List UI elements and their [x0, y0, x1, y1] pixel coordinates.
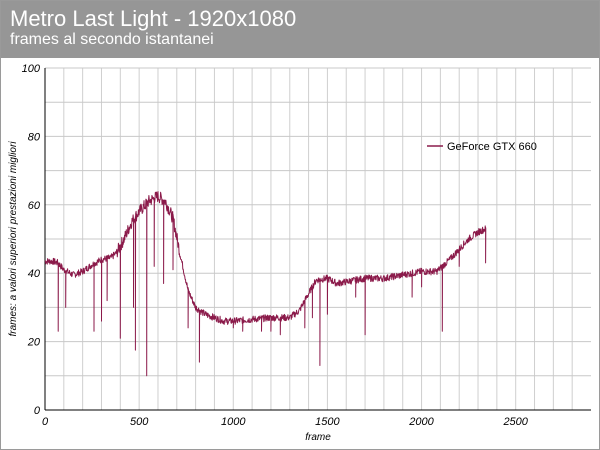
legend-label-gtx-660: GeForce GTX 660 [447, 141, 537, 153]
chart-subtitle: frames al secondo istantanei [10, 31, 214, 48]
y-tick-label: 20 [27, 337, 41, 349]
x-tick-label: 1000 [221, 416, 246, 428]
grid [45, 67, 591, 410]
x-tick-label: 2000 [408, 416, 434, 428]
x-tick-label: 500 [130, 416, 149, 428]
x-tick-label: 1500 [315, 416, 340, 428]
x-tick-label: 2500 [502, 416, 528, 428]
y-tick-label: 0 [34, 405, 41, 417]
series-layer [44, 191, 487, 377]
y-tick-label: 60 [28, 200, 41, 212]
axes [44, 68, 591, 411]
series-line-gtx-660 [44, 191, 487, 377]
x-axis-label: frame [305, 432, 331, 443]
chart-title: Metro Last Light - 1920x1080 [10, 6, 297, 31]
tick-labels: 0 500 1000 1500 2000 2500 0 20 40 60 80 100 [22, 63, 529, 428]
y-tick-label: 100 [22, 63, 41, 75]
y-tick-label: 40 [28, 268, 41, 280]
x-tick-label: 0 [42, 416, 49, 428]
chart-header: Metro Last Light - 1920x1080 frames al s… [1, 1, 599, 58]
y-tick-label: 80 [28, 131, 41, 143]
legend: GeForce GTX 660 [427, 141, 537, 153]
y-axis-label: frames: a valori superiori prestazioni m… [8, 141, 19, 337]
